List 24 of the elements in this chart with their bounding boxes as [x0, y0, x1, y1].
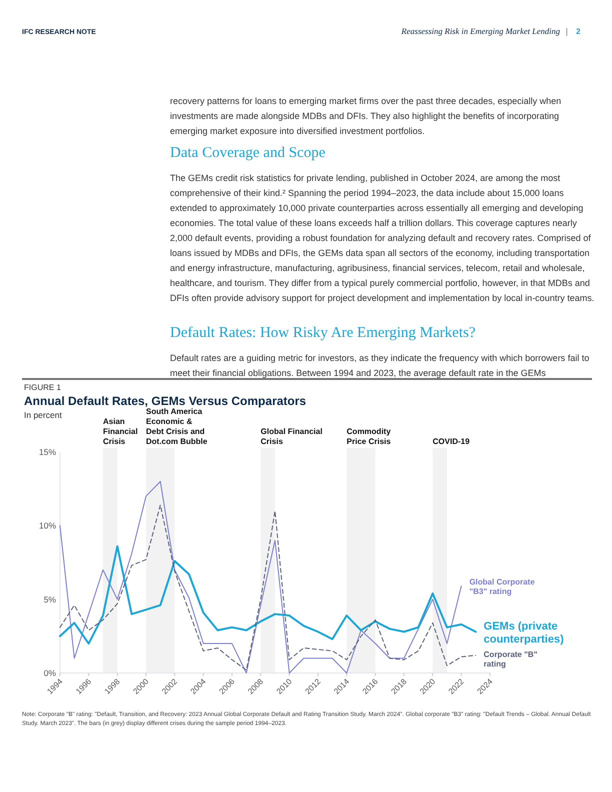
text: | — [566, 26, 568, 36]
text: Default Rates: How Risky Are Emerging Markets? — [170, 325, 476, 341]
text: Data Coverage and Scope — [170, 145, 326, 161]
series-label: Corporate "B" rating — [484, 650, 538, 669]
band-label: Global Financial Crisis — [260, 427, 322, 446]
band-label: South America Economic & Debt Crisis and Dot.com Bubble — [146, 407, 208, 446]
y-tick-label: 0% — [44, 668, 56, 678]
series-label: GEMs (private counterparties) — [484, 620, 564, 646]
text: The GEMs credit risk statistics for private lending, published in October 2024, are among the most comprehensive of their kind.² Spanning the period 1994–2023, the data include about 15,000 loans extended to approximately 10,000 private counterparties across essentially all emerging and developing economies. The total value of these loans exceeds half a trillion dollars. This coverage captures nearly 2,000 default events, providing a robust foundation for analyzing default and recovery rates. Comprised of loans issued by MDBs and DFIs, the GEMs data span all sectors of the economy, including transportation and energy infrastructure, manufacturing, agribusiness, financial services, telecom, retail and wholesale, healthcare, and tourism. They differ from a typical purely commercial portfolio, however, in that MDBs and DFIs often provide advisory support for project development and implementation by local in-country teams. — [170, 173, 594, 303]
text: recovery patterns for loans to emerging market firms over the past three decades, especially when investments are made alongside MDBs and DFIs. They also highlight the benefits of incorporating emerging market exposure into diversified investment portfolios. — [170, 96, 562, 136]
y-tick-label: 10% — [38, 520, 56, 531]
text: 2 — [576, 27, 581, 36]
chart-title: Annual Default Rates, GEMs Versus Comparators — [24, 394, 306, 408]
chart-subtitle: In percent — [24, 410, 62, 420]
series-label: Global Corporate "B3" rating — [469, 577, 536, 596]
y-tick-label: 15% — [38, 447, 56, 457]
text: Default rates are a guiding metric for investors, as they indicate the frequency with which borrowers fail to meet their financial obligations. Between 1994 and 2023, the average default rate in the GEMs — [170, 353, 590, 378]
text: Reassessing Risk in Emerging Market Lending — [400, 26, 560, 36]
caption: FIGURE 1 — [24, 383, 62, 392]
band-label: Asian Financial Crisis — [103, 417, 138, 446]
band-label: COVID-19 — [432, 437, 470, 446]
band-label: Commodity Price Crisis — [346, 427, 392, 446]
y-tick-label: 5% — [44, 594, 56, 604]
line-series — [60, 480, 462, 674]
